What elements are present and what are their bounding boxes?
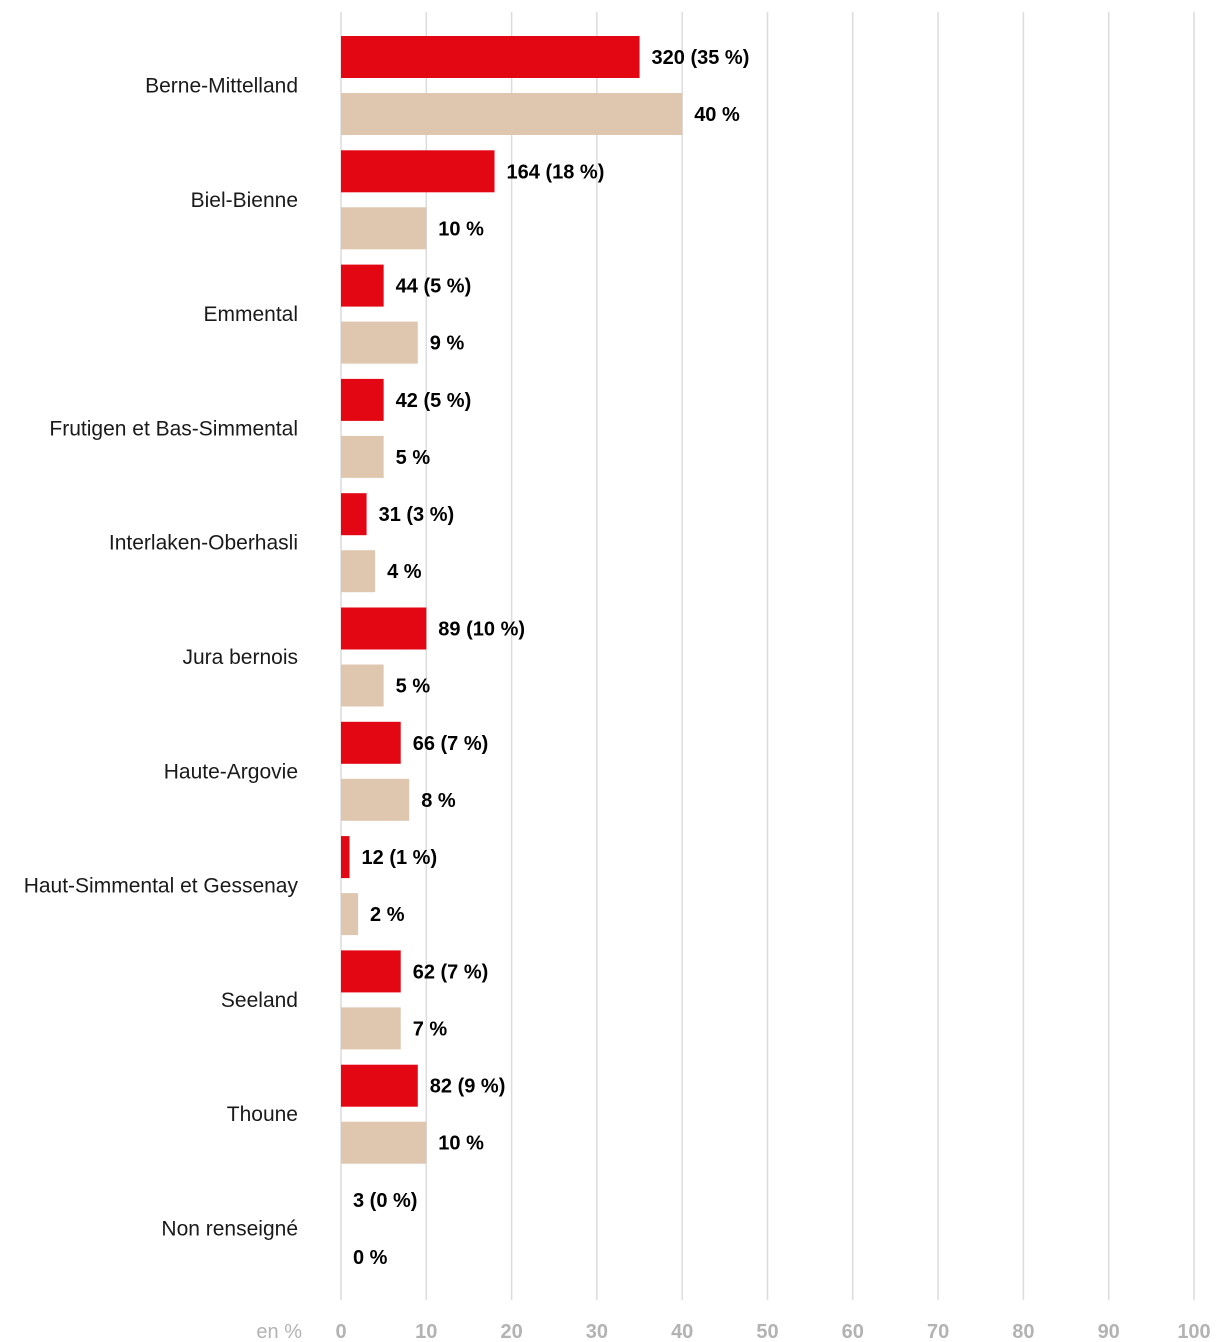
x-tick-label: 20 xyxy=(500,1321,522,1342)
data-label: 12 (1 %) xyxy=(362,847,438,869)
bar xyxy=(341,607,427,650)
gridlines xyxy=(340,12,1195,1300)
category-label: Non renseigné xyxy=(161,1218,298,1241)
bar xyxy=(341,36,640,78)
bar xyxy=(341,1064,418,1107)
category-label: Haute-Argovie xyxy=(164,760,298,783)
x-tick-label: 30 xyxy=(586,1321,608,1342)
data-label: 4 % xyxy=(387,561,422,583)
data-label: 3 (0 %) xyxy=(353,1190,417,1212)
x-tick-label: 50 xyxy=(756,1321,778,1342)
x-tick-label: 60 xyxy=(842,1321,864,1342)
data-label: 10 % xyxy=(438,218,484,240)
bar xyxy=(341,378,384,421)
data-label: 10 % xyxy=(438,1133,484,1155)
x-tick-label: 0 xyxy=(335,1321,346,1342)
data-label: 62 (7 %) xyxy=(413,961,489,983)
category-label: Emmental xyxy=(203,303,298,326)
bars xyxy=(341,36,683,1164)
bar xyxy=(341,93,683,135)
x-tick-label: 80 xyxy=(1012,1321,1034,1342)
data-label: 7 % xyxy=(413,1018,448,1040)
data-label: 5 % xyxy=(396,676,431,698)
data-label: 66 (7 %) xyxy=(413,733,489,755)
category-label: Interlaken-Oberhasli xyxy=(109,532,298,555)
bar xyxy=(341,150,495,193)
bar xyxy=(341,1007,401,1050)
data-label: 44 (5 %) xyxy=(396,276,472,298)
bar xyxy=(341,664,384,707)
bar xyxy=(341,836,350,879)
x-tick-label: 40 xyxy=(671,1321,693,1342)
x-tick-label: 90 xyxy=(1098,1321,1120,1342)
data-label: 82 (9 %) xyxy=(430,1076,506,1098)
category-label: Biel-Bienne xyxy=(191,189,298,212)
data-label: 2 % xyxy=(370,904,405,926)
x-tick-label: 70 xyxy=(927,1321,949,1342)
bar xyxy=(341,435,384,478)
bar xyxy=(341,321,418,364)
value-labels: 320 (35 %) 164 (18 %) 44 (5 %) 42 (5 %) 31 (… xyxy=(353,47,749,1269)
x-axis-unit-label: en % xyxy=(256,1321,302,1342)
data-label: 8 % xyxy=(421,790,456,812)
bar xyxy=(341,950,401,993)
x-tick-label: 10 xyxy=(415,1321,437,1342)
bar xyxy=(341,207,427,250)
data-label: 0 % xyxy=(353,1247,388,1269)
category-label: Seeland xyxy=(221,989,298,1012)
data-label: 5 % xyxy=(396,447,431,469)
category-label: Jura bernois xyxy=(182,646,298,669)
data-label: 164 (18 %) xyxy=(507,161,605,183)
x-axis: en % 0 10 20 30 40 50 60 70 80 90 100 xyxy=(256,1321,1210,1342)
category-label: Thoune xyxy=(227,1103,298,1126)
bar xyxy=(341,721,401,764)
data-label: 320 (35 %) xyxy=(652,47,750,69)
bar xyxy=(341,893,359,936)
bar xyxy=(341,1121,427,1164)
data-label: 89 (10 %) xyxy=(438,619,525,641)
bar xyxy=(341,778,410,821)
category-label: Haut-Simmental et Gessenay xyxy=(24,875,299,898)
data-label: 42 (5 %) xyxy=(396,390,472,412)
bar xyxy=(341,550,376,593)
x-tick-label: 100 xyxy=(1177,1321,1210,1342)
data-label: 31 (3 %) xyxy=(379,504,455,526)
category-labels: Berne-Mittelland Biel-Bienne Emmental Fruti… xyxy=(24,75,299,1241)
bar xyxy=(341,493,367,536)
data-label: 9 % xyxy=(430,333,465,355)
category-label: Berne-Mittelland xyxy=(145,75,298,98)
category-label: Frutigen et Bas-Simmental xyxy=(49,417,298,440)
data-label: 40 % xyxy=(694,104,740,126)
bar xyxy=(341,264,384,307)
